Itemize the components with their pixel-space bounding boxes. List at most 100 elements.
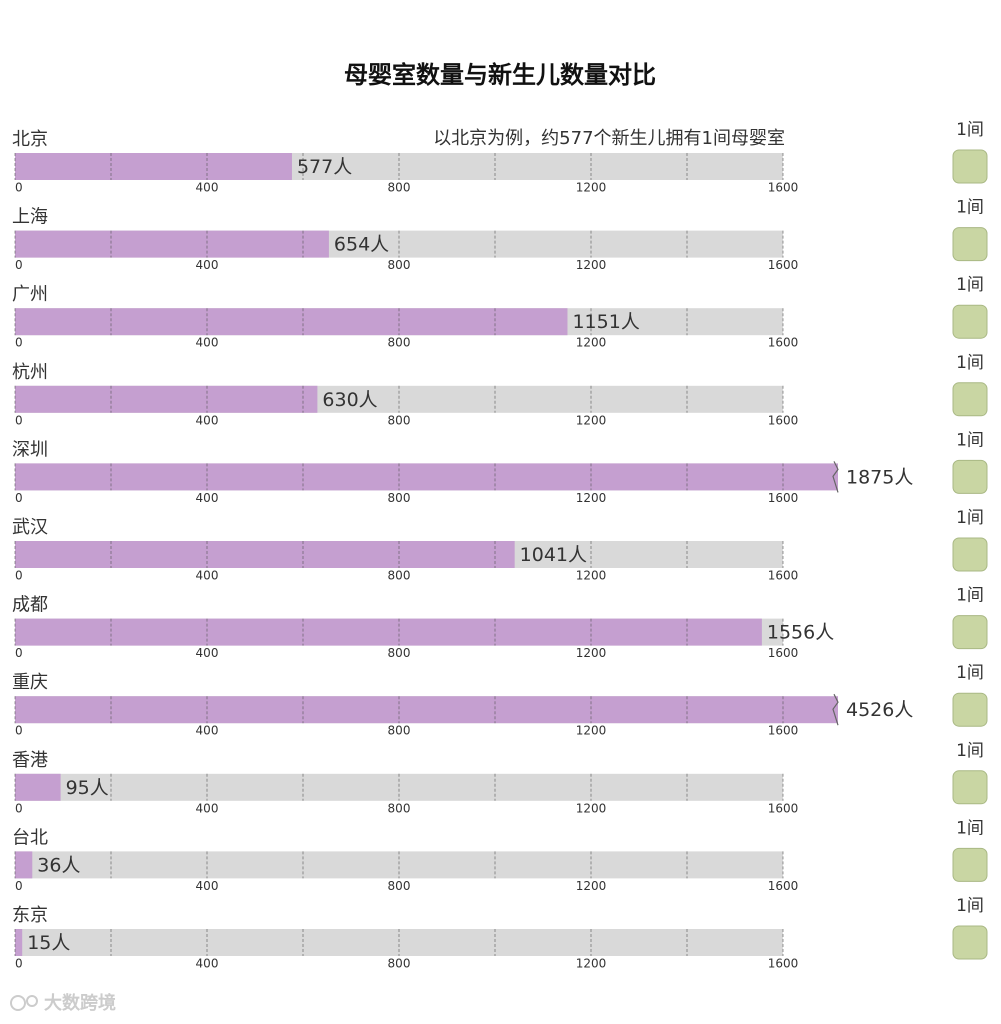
x-tick-label: 1600: [768, 724, 799, 738]
room-label: 1间: [956, 741, 984, 761]
bar: [15, 618, 762, 646]
bar: [15, 851, 33, 879]
bar: [15, 230, 329, 258]
x-tick-label: 1200: [576, 336, 607, 350]
category-label: 武汉: [12, 517, 48, 538]
x-tick-label: 1200: [576, 724, 607, 738]
x-tick-label: 1200: [576, 413, 607, 427]
row: 深圳 0 400 800 1200 1600 1875人 1间: [12, 430, 988, 505]
bar: [15, 385, 318, 413]
x-tick-label: 1600: [768, 413, 799, 427]
category-label: 香港: [12, 750, 48, 771]
category-label: 东京: [12, 905, 48, 926]
bar: [15, 308, 568, 336]
x-tick-label: 1600: [768, 258, 799, 272]
room-label: 1间: [956, 896, 984, 916]
x-tick-label: 400: [196, 957, 219, 971]
x-tick-label: 1200: [576, 957, 607, 971]
x-tick-label: 0: [15, 181, 23, 195]
row: 香港 0 400 800 1200 1600 95人 1间: [12, 741, 988, 815]
value-label: 15人: [27, 932, 70, 954]
x-tick-label: 1600: [768, 646, 799, 660]
x-tick-label: 1200: [576, 801, 607, 815]
x-tick-label: 1600: [768, 491, 799, 505]
room-label: 1间: [956, 818, 984, 838]
value-label: 95人: [66, 777, 109, 799]
room-box: [952, 227, 988, 262]
axis-break: [832, 693, 839, 726]
x-tick-label: 0: [15, 336, 23, 350]
x-tick-label: 400: [196, 413, 219, 427]
x-tick-label: 800: [388, 724, 411, 738]
x-tick-label: 800: [388, 413, 411, 427]
room-label: 1间: [956, 198, 984, 218]
value-label: 1556人: [767, 622, 834, 644]
x-tick-label: 400: [196, 181, 219, 195]
x-tick-label: 400: [196, 336, 219, 350]
row: 成都 0 400 800 1200 1600 1556人 1间: [12, 586, 988, 660]
x-tick-label: 1600: [768, 336, 799, 350]
x-tick-label: 800: [388, 879, 411, 893]
category-label: 台北: [12, 827, 48, 848]
x-tick-label: 400: [196, 801, 219, 815]
annotation: 以北京为例，约577个新生儿拥有1间母婴室: [433, 128, 785, 149]
category-label: 杭州: [12, 362, 48, 383]
room-label: 1间: [956, 586, 984, 606]
value-label: 4526人: [846, 699, 913, 721]
x-tick-label: 1600: [768, 181, 799, 195]
x-tick-label: 400: [196, 646, 219, 660]
x-tick-label: 400: [196, 569, 219, 583]
room-box: [952, 692, 988, 727]
room-label: 1间: [956, 353, 984, 373]
room-label: 1间: [956, 508, 984, 528]
x-tick-label: 1200: [576, 181, 607, 195]
room-label: 1间: [956, 430, 984, 450]
value-label: 654人: [334, 234, 389, 256]
bar: [15, 463, 838, 491]
chart-title: 母婴室数量与新生儿数量对比: [344, 61, 656, 89]
row: 台北 0 400 800 1200 1600 36人 1间: [12, 818, 988, 893]
x-tick-label: 400: [196, 491, 219, 505]
x-tick-label: 1200: [576, 879, 607, 893]
x-tick-label: 0: [15, 646, 23, 660]
bar: [15, 541, 515, 568]
x-tick-label: 0: [15, 258, 23, 272]
x-tick-label: 0: [15, 724, 23, 738]
x-tick-label: 1200: [576, 569, 607, 583]
watermark: 大数跨境: [44, 992, 116, 1014]
category-label: 广州: [12, 284, 48, 305]
row: 重庆 0 400 800 1200 1600 4526人 1间: [12, 663, 988, 738]
room-box: [952, 615, 988, 650]
category-label: 深圳: [12, 439, 48, 460]
value-label: 1041人: [520, 544, 587, 566]
x-tick-label: 1200: [576, 491, 607, 505]
x-tick-label: 800: [388, 646, 411, 660]
row: 东京 0 400 800 1200 1600 15人 1间: [12, 896, 988, 971]
x-tick-label: 1200: [576, 258, 607, 272]
value-label: 577人: [297, 156, 352, 178]
x-tick-label: 400: [196, 724, 219, 738]
value-label: 630人: [322, 389, 377, 411]
row: 武汉 0 400 800 1200 1600 1041人 1间: [12, 508, 988, 583]
room-box: [952, 847, 988, 882]
bar: [15, 773, 61, 801]
room-box: [952, 770, 988, 805]
room-box: [952, 925, 988, 960]
x-tick-label: 800: [388, 957, 411, 971]
category-label: 北京: [12, 129, 48, 150]
x-tick-label: 800: [388, 491, 411, 505]
category-label: 成都: [12, 595, 48, 616]
room-box: [952, 382, 988, 417]
x-tick-label: 0: [15, 957, 23, 971]
x-tick-label: 0: [15, 491, 23, 505]
room-label: 1间: [956, 275, 984, 295]
x-tick-label: 1600: [768, 879, 799, 893]
x-tick-label: 1200: [576, 646, 607, 660]
x-tick-label: 1600: [768, 801, 799, 815]
x-tick-label: 800: [388, 258, 411, 272]
x-tick-label: 800: [388, 181, 411, 195]
x-tick-label: 1600: [768, 957, 799, 971]
room-box: [952, 537, 988, 572]
room-label: 1间: [956, 120, 984, 140]
